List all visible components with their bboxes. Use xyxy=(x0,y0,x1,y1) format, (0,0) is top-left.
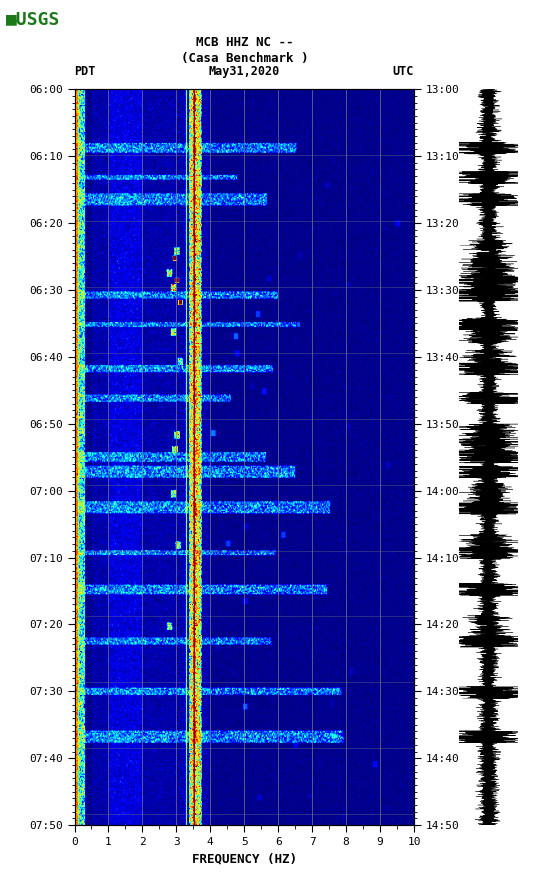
Text: (Casa Benchmark ): (Casa Benchmark ) xyxy=(181,52,308,65)
Text: PDT: PDT xyxy=(75,65,96,78)
Text: May31,2020: May31,2020 xyxy=(209,65,280,78)
X-axis label: FREQUENCY (HZ): FREQUENCY (HZ) xyxy=(192,853,297,865)
Text: ■USGS: ■USGS xyxy=(6,11,60,29)
Text: UTC: UTC xyxy=(392,65,414,78)
Text: MCB HHZ NC --: MCB HHZ NC -- xyxy=(195,36,293,49)
